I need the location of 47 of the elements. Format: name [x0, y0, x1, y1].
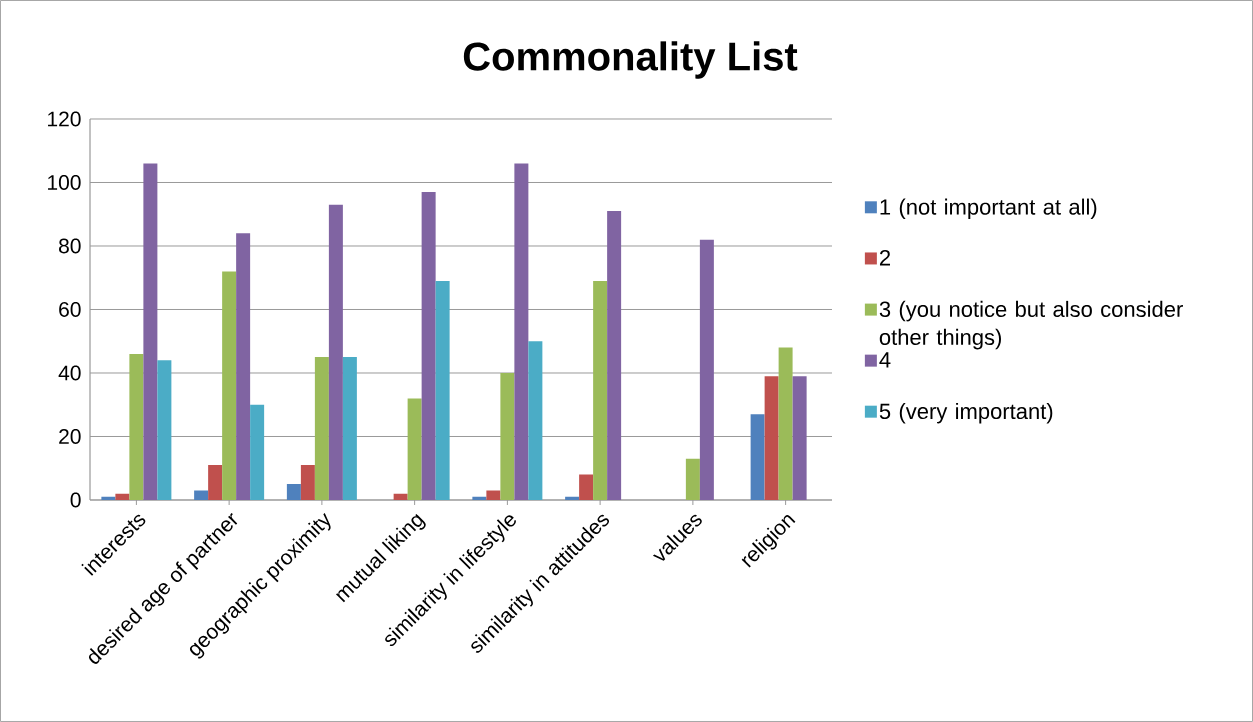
bar [222, 271, 237, 500]
bar [778, 347, 793, 500]
bar [393, 493, 408, 500]
bar [300, 465, 315, 500]
y-tick-label: 120 [48, 111, 81, 127]
bar [750, 414, 765, 500]
bar [157, 360, 172, 500]
bar [342, 357, 357, 500]
bar [129, 353, 144, 500]
y-tick-label: 40 [58, 365, 81, 381]
bar [115, 493, 130, 500]
bar [607, 211, 622, 500]
legend-label: 3 (you notice but also consider other things) [879, 300, 1183, 350]
bar [101, 496, 116, 500]
bar [685, 458, 700, 500]
bar [143, 163, 158, 500]
y-tick-label: 0 [70, 492, 81, 508]
bar [593, 280, 608, 500]
y-tick-label: 20 [59, 429, 81, 444]
bar [579, 474, 594, 500]
bar [514, 163, 529, 500]
legend-label: 2 [879, 250, 891, 266]
bar [435, 280, 450, 500]
bar [565, 496, 580, 500]
y-tick-label: 80 [59, 238, 81, 254]
legend-label: 1 (not important at all) [880, 198, 1097, 220]
bar [286, 484, 301, 500]
bar [528, 341, 543, 500]
legend-label: 5 (very important) [879, 402, 1053, 424]
bar [236, 233, 251, 500]
bar [421, 192, 436, 500]
bar [792, 376, 807, 500]
bar [764, 376, 779, 500]
bar [486, 490, 501, 500]
bar [472, 496, 487, 500]
chart-title: Commonality List [463, 41, 798, 79]
y-tick-label: 100 [48, 175, 81, 190]
bar [314, 357, 329, 500]
bar [500, 372, 515, 500]
bar [208, 465, 223, 500]
bar [407, 398, 422, 500]
bar [328, 204, 343, 500]
bar [250, 404, 265, 500]
bar [699, 239, 714, 500]
legend-label: 4 [879, 352, 891, 368]
y-tick-label: 60 [59, 302, 81, 317]
bar [194, 490, 209, 500]
